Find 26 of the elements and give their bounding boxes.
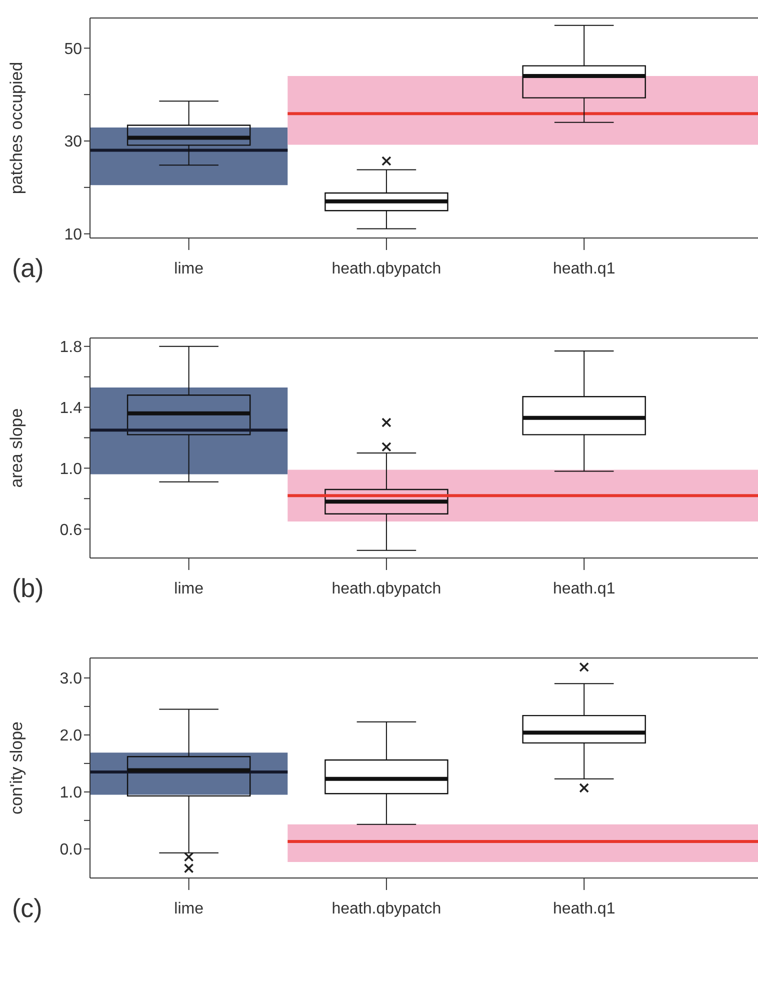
- x-tick-label: lime: [174, 580, 204, 598]
- y-tick-label: 3.0: [60, 670, 82, 688]
- y-tick-label: 1.0: [60, 784, 82, 802]
- y-tick-label: 50: [64, 40, 82, 58]
- x-tick-label: heath.q1: [552, 260, 616, 278]
- y-tick-label: 2.0: [60, 728, 82, 745]
- y-tick-label: 1.0: [60, 460, 82, 478]
- y-axis-title: con'ity slope: [7, 721, 26, 815]
- x-tick-label: heath.q1: [552, 900, 616, 918]
- x-tick-label: lime: [174, 260, 204, 278]
- text: (c): [12, 893, 42, 924]
- y-tick-label: 10: [64, 226, 82, 244]
- x-tick-label: heath.qbypatch: [332, 580, 442, 598]
- y-axis-title: area slope: [7, 408, 26, 488]
- y-tick-label: 0.0: [60, 842, 82, 859]
- text: (a): [12, 253, 44, 284]
- text: (b): [12, 573, 44, 604]
- x-tick-label: heath.qbypatch: [332, 260, 442, 278]
- y-axis-title: patches occupied: [7, 62, 26, 194]
- x-tick-label: heath.q1: [552, 580, 616, 598]
- x-tick-label: heath.qbypatch: [332, 900, 442, 918]
- y-tick-label: 0.6: [60, 522, 82, 539]
- x-tick-label: lime: [174, 900, 204, 918]
- y-tick-label: 30: [64, 134, 82, 151]
- y-tick-label: 1.8: [60, 339, 82, 356]
- y-tick-label: 1.4: [60, 400, 82, 417]
